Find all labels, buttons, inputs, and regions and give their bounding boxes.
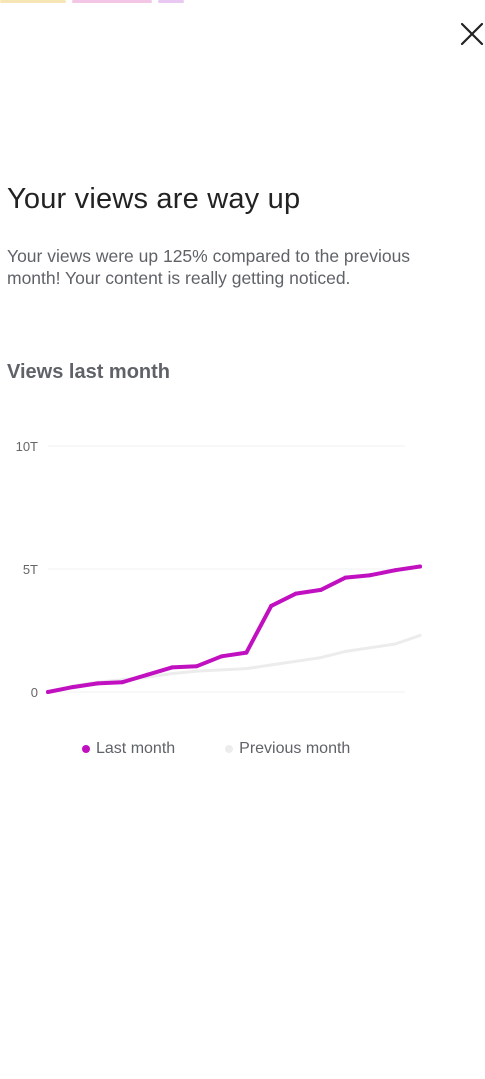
data-point-last-month — [343, 575, 348, 580]
chart-legend: Last month Previous month — [82, 740, 400, 758]
data-point-last-month — [418, 564, 422, 569]
chart-section-title: Views last month — [7, 361, 171, 383]
views-line-chart: 0 5T 10T — [0, 420, 440, 720]
data-point-previous-month — [319, 656, 323, 660]
series-line-last-month — [46, 564, 422, 694]
close-icon — [460, 22, 484, 46]
page-subtitle: Your views were up 125% compared to the … — [7, 246, 411, 288]
y-tick-label: 0 — [31, 685, 38, 700]
data-point-last-month — [95, 681, 100, 686]
y-tick-label: 5T — [23, 562, 38, 577]
close-button[interactable] — [456, 18, 485, 50]
legend-label-previous-month: Previous month — [239, 740, 351, 757]
data-point-last-month — [219, 654, 224, 659]
legend-dot-previous-month — [225, 745, 234, 753]
data-point-last-month — [145, 672, 150, 677]
data-point-previous-month — [220, 668, 224, 672]
data-point-previous-month — [344, 649, 348, 653]
legend-item-previous-month[interactable]: Previous month — [225, 740, 350, 758]
page-title: Your views are way up — [7, 183, 301, 215]
data-point-previous-month — [368, 646, 372, 650]
data-point-previous-month — [269, 663, 273, 667]
data-point-last-month — [194, 664, 199, 669]
chart-svg: 0 5T 10T — [16, 439, 422, 700]
legend-label-last-month: Last month — [96, 740, 176, 757]
data-point-last-month — [120, 680, 125, 685]
data-point-last-month — [269, 603, 274, 608]
data-point-last-month — [70, 685, 75, 690]
legend-item-last-month[interactable]: Last month — [82, 740, 175, 758]
data-point-previous-month — [244, 667, 248, 671]
top-strip-segment — [72, 0, 152, 3]
data-point-last-month — [294, 591, 298, 596]
data-point-last-month — [318, 587, 323, 592]
top-strip-segment — [158, 0, 184, 3]
top-progress-strip — [0, 0, 190, 3]
data-point-last-month — [368, 573, 373, 578]
data-point-previous-month — [170, 672, 174, 676]
top-strip-segment — [0, 0, 66, 3]
y-tick-label: 10T — [16, 439, 38, 454]
data-point-last-month — [393, 568, 398, 573]
data-point-previous-month — [294, 659, 298, 663]
data-point-last-month — [244, 650, 249, 655]
data-point-last-month — [46, 690, 50, 694]
data-point-previous-month — [418, 633, 422, 637]
data-point-previous-month — [195, 669, 199, 673]
data-point-previous-month — [393, 642, 397, 646]
legend-dot-last-month — [82, 745, 90, 753]
data-point-last-month — [170, 665, 174, 670]
